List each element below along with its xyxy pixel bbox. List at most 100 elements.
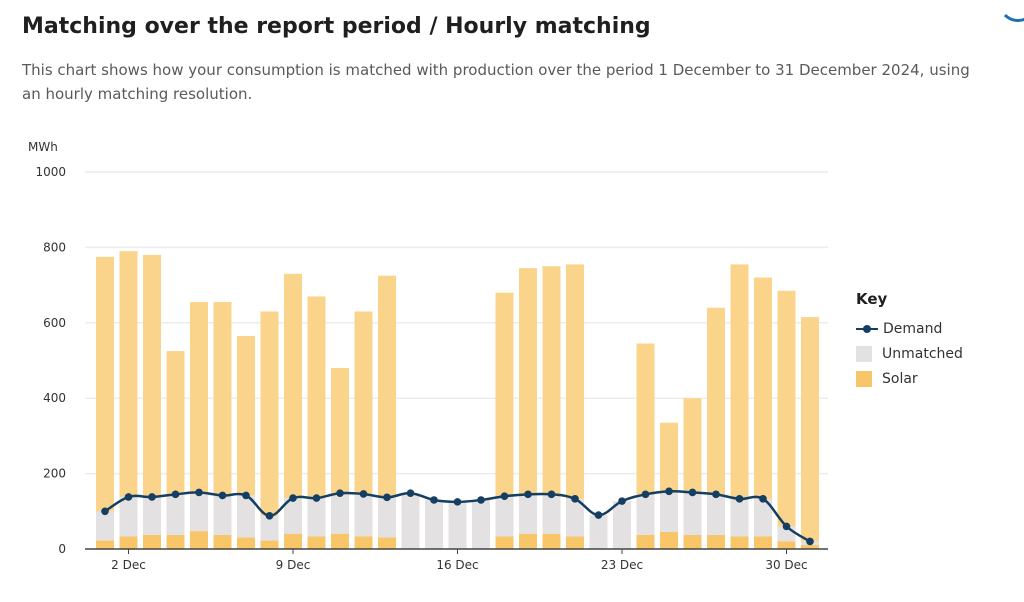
solar-bar — [754, 277, 772, 549]
legend-label-demand: Demand — [883, 320, 943, 337]
unmatched-bar — [260, 515, 279, 541]
solar-matched-bar — [190, 531, 208, 549]
corner-decoration-icon — [998, 0, 1024, 22]
y-tick-label: 200 — [43, 467, 66, 481]
x-tick-label: 16 Dec — [436, 558, 478, 572]
solar-matched-bar — [260, 540, 279, 549]
y-tick-label: 400 — [43, 391, 66, 405]
solar-matched-bar — [166, 535, 185, 549]
y-tick-label: 0 — [58, 542, 66, 556]
solar-matched-bar — [566, 536, 584, 549]
chart-legend: Key Demand Unmatched Solar — [856, 290, 963, 391]
demand-point — [148, 493, 156, 501]
demand-point — [665, 487, 673, 496]
unmatched-bar — [307, 497, 326, 537]
demand-line — [101, 487, 814, 546]
demand-point — [618, 497, 626, 505]
demand-point — [547, 490, 556, 499]
solar-matched-bar — [801, 545, 819, 549]
demand-point — [524, 490, 532, 499]
solar-matched-bar — [331, 533, 349, 549]
solar-bar — [801, 317, 819, 549]
chart-gridlines — [85, 171, 828, 475]
solar-bar — [260, 311, 279, 549]
solar-bar — [542, 266, 561, 549]
solar-bar — [730, 264, 749, 549]
solar-bar — [354, 311, 373, 549]
unmatched-bar — [401, 493, 420, 549]
unmatched-bar — [660, 491, 678, 533]
unmatched-bar — [119, 496, 138, 537]
legend-title: Key — [856, 290, 888, 308]
unmatched-bar — [542, 494, 561, 534]
demand-point — [124, 493, 133, 501]
y-tick-label: 800 — [43, 240, 66, 254]
page-title: Matching over the report period / Hourly… — [22, 14, 651, 39]
demand-point — [453, 498, 462, 506]
legend-label-solar: Solar — [882, 370, 918, 387]
demand-point — [406, 489, 415, 498]
unmatched-bar — [636, 494, 655, 536]
unmatched-bar — [448, 501, 467, 549]
solar-matched-bar — [519, 533, 537, 549]
unmatched-swatch-icon — [856, 345, 872, 362]
solar-bar — [96, 256, 114, 549]
demand-point — [242, 491, 250, 500]
chart-bars — [96, 251, 819, 550]
unmatched-bar — [378, 497, 396, 538]
solar-bar — [190, 302, 208, 549]
unmatched-bar — [589, 515, 608, 549]
unmatched-bar — [566, 498, 584, 537]
solar-matched-bar — [754, 536, 772, 549]
solar-matched-bar — [378, 537, 396, 549]
unmatched-bar — [613, 501, 631, 549]
solar-bar — [378, 275, 396, 549]
demand-point — [571, 495, 579, 503]
solar-bar — [307, 296, 326, 549]
solar-bar — [777, 290, 796, 549]
solar-bar — [213, 302, 232, 549]
unmatched-bar — [166, 494, 185, 536]
demand-point — [477, 496, 485, 504]
unmatched-bar — [472, 499, 490, 549]
solar-bar — [495, 292, 514, 549]
demand-point — [688, 488, 697, 497]
unmatched-bar — [331, 493, 349, 534]
solar-bar — [519, 268, 537, 549]
solar-swatch-icon — [856, 370, 872, 387]
unmatched-bar — [96, 511, 114, 541]
legend-item-demand[interactable]: Demand — [856, 316, 963, 341]
unmatched-bar — [730, 498, 749, 537]
legend-item-solar[interactable]: Solar — [856, 366, 963, 391]
demand-point — [265, 512, 274, 520]
x-tick-label: 30 Dec — [765, 558, 807, 572]
demand-point — [171, 490, 180, 499]
demand-point — [218, 491, 227, 500]
demand-point — [782, 522, 791, 531]
page-description: This chart shows how your consumption is… — [22, 61, 970, 103]
demand-point — [806, 537, 814, 546]
line-marker-icon — [856, 321, 878, 337]
unmatched-bar — [495, 496, 514, 537]
demand-point — [383, 493, 391, 502]
unmatched-bar — [425, 499, 443, 549]
demand-point — [500, 492, 509, 501]
demand-point — [336, 489, 344, 498]
demand-point — [312, 494, 321, 502]
solar-bar — [707, 307, 725, 549]
solar-matched-bar — [495, 536, 514, 549]
solar-matched-bar — [143, 535, 161, 549]
demand-point — [195, 488, 203, 497]
unmatched-bar — [707, 494, 725, 536]
unmatched-bar — [754, 498, 772, 537]
unmatched-bar — [519, 494, 537, 534]
solar-matched-bar — [683, 535, 702, 549]
demand-point — [289, 494, 297, 502]
unmatched-bar — [354, 493, 373, 537]
demand-point — [594, 511, 603, 519]
solar-matched-bar — [96, 540, 114, 549]
solar-matched-bar — [730, 536, 749, 549]
y-tick-label: 600 — [43, 316, 66, 330]
legend-item-unmatched[interactable]: Unmatched — [856, 341, 963, 366]
